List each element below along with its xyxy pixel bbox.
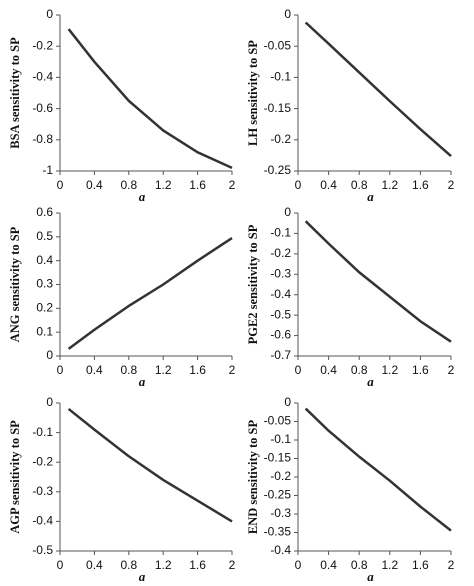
y-tick-label: -0.4 <box>270 287 291 301</box>
y-tick-label: -0.4 <box>32 514 53 528</box>
x-tick-label: 1.2 <box>155 363 172 377</box>
y-tick-label: 0.1 <box>36 324 53 338</box>
line <box>67 407 233 523</box>
x-tick-label: 1.2 <box>155 558 172 572</box>
x-tick-label: 0.8 <box>120 178 137 192</box>
x-axis-label: a <box>367 189 374 204</box>
y-axis-label: PGE2 sensitivity to SP <box>246 224 260 344</box>
x-tick-label: 0.4 <box>86 558 103 572</box>
y-tick-label: 0.4 <box>36 253 53 267</box>
x-tick-label: 2 <box>448 178 455 192</box>
y-tick-label: -0.1 <box>270 226 291 240</box>
y-tick-label: 0 <box>284 395 291 409</box>
x-tick-label: 1.2 <box>381 178 398 192</box>
y-tick-label: -0.25 <box>264 488 292 502</box>
x-tick-label: 0 <box>295 558 302 572</box>
y-axis-label: BSA sensitivity to SP <box>8 37 22 149</box>
x-tick-label: 0.8 <box>120 363 137 377</box>
y-tick-label: 0.5 <box>36 229 53 243</box>
x-tick-label: 0.8 <box>351 363 368 377</box>
y-tick-label: -0.2 <box>270 246 291 260</box>
x-tick-label: 0.8 <box>351 178 368 192</box>
line <box>304 407 452 532</box>
x-tick-label: 0 <box>295 363 302 377</box>
y-tick-label: -0.2 <box>270 469 291 483</box>
x-tick-label: 2 <box>448 558 455 572</box>
x-axis-label: a <box>367 374 374 389</box>
x-tick-label: 1.2 <box>381 363 398 377</box>
y-tick-label: -0.35 <box>264 525 292 539</box>
x-tick-label: 0.8 <box>351 558 368 572</box>
x-axis-label: a <box>139 189 146 204</box>
y-tick-label: -0.4 <box>270 543 291 557</box>
y-tick-label: -0.1 <box>270 432 291 446</box>
x-tick-label: 0 <box>295 178 302 192</box>
y-tick-label: -0.8 <box>32 132 53 146</box>
x-tick-label: 1.6 <box>412 363 429 377</box>
x-tick-label: 0.4 <box>86 178 103 192</box>
y-tick-label: 0 <box>46 7 53 21</box>
y-tick-label: -0.05 <box>264 414 292 428</box>
x-tick-label: 0.4 <box>320 558 337 572</box>
y-axis-label: END sensitivity to SP <box>246 420 260 535</box>
line <box>304 220 452 343</box>
y-tick-label: -0.1 <box>32 425 53 439</box>
x-axis-label: a <box>367 569 374 584</box>
y-axis-label: AGP sensitivity to SP <box>8 420 22 534</box>
y-tick-label: -0.05 <box>264 38 292 52</box>
y-tick-label: 0 <box>284 7 291 21</box>
y-tick-label: -0.5 <box>270 307 291 321</box>
x-tick-label: 1.6 <box>412 558 429 572</box>
x-tick-label: 0.4 <box>320 363 337 377</box>
x-tick-label: 2 <box>229 558 236 572</box>
y-tick-label: -0.2 <box>32 38 53 52</box>
line <box>67 28 233 170</box>
y-tick-label: 0.3 <box>36 277 53 291</box>
x-tick-label: 1.6 <box>412 178 429 192</box>
y-tick-label: 0 <box>46 395 53 409</box>
y-tick-label: -0.5 <box>32 543 53 557</box>
y-tick-label: -0.3 <box>270 266 291 280</box>
y-tick-label: -0.3 <box>270 506 291 520</box>
y-tick-label: -0.3 <box>32 484 53 498</box>
x-tick-label: 0 <box>57 558 64 572</box>
x-axis-label: a <box>139 374 146 389</box>
x-tick-label: 1.6 <box>189 178 206 192</box>
y-tick-label: -0.25 <box>264 163 292 177</box>
y-tick-label: 0 <box>46 348 53 362</box>
x-tick-label: 2 <box>229 178 236 192</box>
x-tick-label: 1.6 <box>189 363 206 377</box>
x-tick-label: 1.2 <box>155 178 172 192</box>
y-axis-label: ANG sensitivity to SP <box>8 226 22 342</box>
y-tick-label: -0.1 <box>270 70 291 84</box>
y-tick-label: -1 <box>42 163 53 177</box>
line <box>67 236 233 350</box>
y-tick-label: -0.6 <box>32 101 53 115</box>
y-tick-label: -0.4 <box>32 70 53 84</box>
y-tick-label: -0.15 <box>264 451 292 465</box>
y-tick-label: -0.2 <box>32 454 53 468</box>
x-tick-label: 0 <box>57 363 64 377</box>
x-axis-label: a <box>139 569 146 584</box>
y-axis-label: LH sensitivity to SP <box>246 40 260 146</box>
x-tick-label: 0 <box>57 178 64 192</box>
y-tick-label: 0 <box>284 205 291 219</box>
x-tick-label: 1.2 <box>381 558 398 572</box>
y-tick-label: 0.6 <box>36 205 53 219</box>
y-tick-label: -0.6 <box>270 328 291 342</box>
line <box>304 21 452 157</box>
y-tick-label: -0.2 <box>270 132 291 146</box>
x-tick-label: 0.4 <box>320 178 337 192</box>
y-tick-label: -0.7 <box>270 348 291 362</box>
x-tick-label: 0.4 <box>86 363 103 377</box>
y-tick-label: -0.15 <box>264 101 292 115</box>
x-tick-label: 2 <box>229 363 236 377</box>
x-tick-label: 0.8 <box>120 558 137 572</box>
x-tick-label: 1.6 <box>189 558 206 572</box>
y-tick-label: 0.2 <box>36 301 53 315</box>
x-tick-label: 2 <box>448 363 455 377</box>
